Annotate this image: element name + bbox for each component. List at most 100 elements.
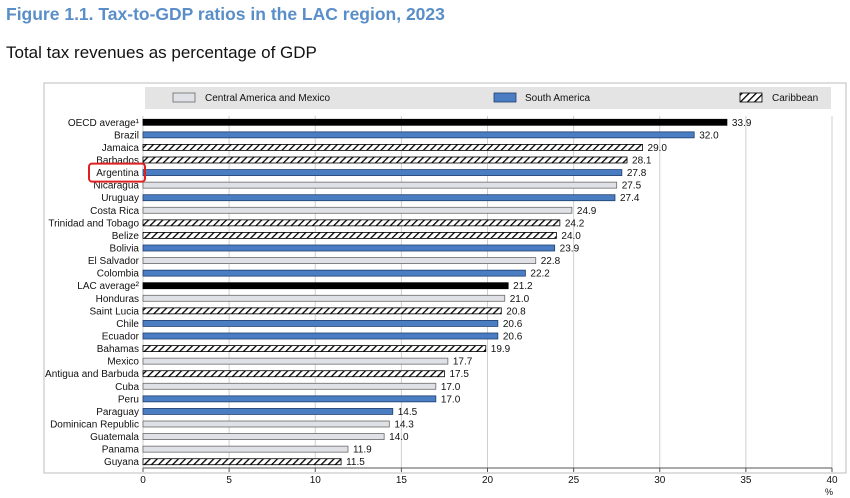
value-label: 20.8 bbox=[506, 306, 526, 317]
bar-average bbox=[142, 282, 509, 290]
grid-lines bbox=[142, 116, 833, 468]
x-tick-label: 40 bbox=[826, 475, 838, 486]
value-label: 24.0 bbox=[561, 231, 581, 242]
value-labels: 33.9 32.0 29.0 28.127.8 27.527.4 24.924.2 24.0… bbox=[346, 118, 752, 468]
bar-caribbean bbox=[142, 144, 643, 151]
category-label: Honduras bbox=[96, 294, 139, 305]
category-label: Jamaica bbox=[102, 143, 140, 154]
bar-central bbox=[142, 420, 390, 428]
value-label: 20.6 bbox=[503, 319, 523, 330]
category-label: Trinidad and Tobago bbox=[48, 218, 139, 229]
x-tick-label: 30 bbox=[654, 475, 666, 486]
bar-south bbox=[142, 269, 526, 277]
category-label: Cuba bbox=[115, 382, 139, 393]
category-label: El Salvador bbox=[88, 256, 140, 267]
category-label: Guatemala bbox=[90, 432, 139, 443]
bar-central bbox=[142, 357, 449, 365]
value-label: 21.0 bbox=[510, 294, 530, 305]
bar-central bbox=[142, 445, 349, 453]
value-label: 27.4 bbox=[620, 193, 640, 204]
bar-central bbox=[142, 181, 618, 189]
figure-title: Figure 1.1. Tax-to-GDP ratios in the LAC… bbox=[6, 4, 445, 24]
category-label: Nicaragua bbox=[93, 181, 139, 192]
value-label: 20.6 bbox=[503, 332, 523, 343]
x-tick-label: 35 bbox=[740, 475, 752, 486]
value-label: 11.9 bbox=[353, 445, 372, 456]
value-label: 17.5 bbox=[449, 369, 469, 380]
x-axis-unit: % bbox=[825, 487, 833, 497]
bar-south bbox=[142, 194, 616, 202]
legend-swatch-south bbox=[493, 92, 517, 103]
value-label: 14.3 bbox=[394, 420, 414, 431]
legend-label-central: Central America and Mexico bbox=[205, 93, 330, 104]
figure-subtitle: Total tax revenues as percentage of GDP bbox=[6, 43, 317, 62]
highlight-box bbox=[88, 162, 146, 183]
legend-label-caribbean: Caribbean bbox=[772, 93, 818, 104]
x-tick-label: 25 bbox=[568, 475, 580, 486]
value-label: 27.8 bbox=[627, 168, 647, 179]
category-label: Guyana bbox=[104, 457, 139, 468]
x-axis: 0 5 10 15 20 25 30 35 40% bbox=[140, 467, 838, 497]
category-label: Belize bbox=[112, 231, 140, 242]
category-label: LAC average² bbox=[77, 281, 139, 292]
category-label: Peru bbox=[118, 394, 139, 405]
category-label: Mexico bbox=[107, 357, 139, 368]
legend-box bbox=[145, 87, 831, 109]
bar-south bbox=[142, 408, 394, 415]
bar-average bbox=[142, 118, 728, 126]
bar-south bbox=[142, 320, 499, 327]
plot-frame bbox=[43, 82, 847, 474]
legend: Central America and Mexico South America C… bbox=[172, 92, 818, 104]
category-label: Argentina bbox=[96, 168, 139, 179]
value-label: 24.9 bbox=[577, 206, 597, 217]
value-label: 33.9 bbox=[732, 118, 752, 129]
value-label: 11.5 bbox=[346, 457, 365, 468]
value-label: 28.1 bbox=[632, 156, 652, 167]
bar-south bbox=[142, 332, 499, 340]
value-label: 23.9 bbox=[560, 244, 580, 255]
value-label: 17.7 bbox=[453, 357, 473, 368]
value-label: 17.0 bbox=[441, 394, 461, 405]
bar-caribbean bbox=[142, 307, 502, 315]
bar-caribbean bbox=[142, 232, 557, 239]
bar-south bbox=[142, 395, 437, 403]
x-tick-label: 10 bbox=[310, 475, 322, 486]
value-label: 19.9 bbox=[491, 344, 511, 355]
x-tick-label: 5 bbox=[226, 475, 232, 486]
value-label: 22.8 bbox=[541, 256, 561, 267]
bar-caribbean bbox=[142, 345, 487, 352]
x-tick-label: 0 bbox=[140, 475, 146, 486]
category-label: Bahamas bbox=[97, 344, 139, 355]
legend-swatch-central bbox=[172, 92, 196, 103]
category-label: Bolivia bbox=[110, 244, 140, 255]
x-tick-label: 20 bbox=[482, 475, 494, 486]
bar-south bbox=[142, 244, 556, 252]
category-label: Colombia bbox=[97, 269, 140, 280]
bar-central bbox=[142, 206, 573, 214]
bar-caribbean bbox=[142, 458, 342, 466]
bar-caribbean bbox=[142, 219, 561, 227]
bar-caribbean bbox=[142, 156, 628, 164]
legend-swatch-caribbean bbox=[739, 92, 763, 103]
category-label: Dominican Republic bbox=[50, 420, 139, 431]
x-tick-label: 15 bbox=[396, 475, 408, 486]
category-label: Panama bbox=[102, 445, 140, 456]
value-label: 17.0 bbox=[441, 382, 461, 393]
category-label: Uruguay bbox=[101, 193, 139, 204]
bar-central bbox=[142, 433, 385, 440]
legend-label-south: South America bbox=[525, 93, 590, 104]
bar-central bbox=[142, 294, 506, 302]
value-label: 27.5 bbox=[622, 181, 642, 192]
category-label: OECD average¹ bbox=[68, 118, 140, 129]
highlight-marker bbox=[88, 162, 146, 183]
category-label: Costa Rica bbox=[90, 206, 139, 217]
value-label: 14.0 bbox=[389, 432, 409, 443]
bar-caribbean bbox=[142, 370, 445, 378]
value-label: 21.2 bbox=[513, 281, 533, 292]
category-label: Paraguay bbox=[96, 407, 139, 418]
value-label: 32.0 bbox=[699, 130, 719, 141]
category-label: Saint Lucia bbox=[90, 306, 140, 317]
category-label: Chile bbox=[116, 319, 139, 330]
